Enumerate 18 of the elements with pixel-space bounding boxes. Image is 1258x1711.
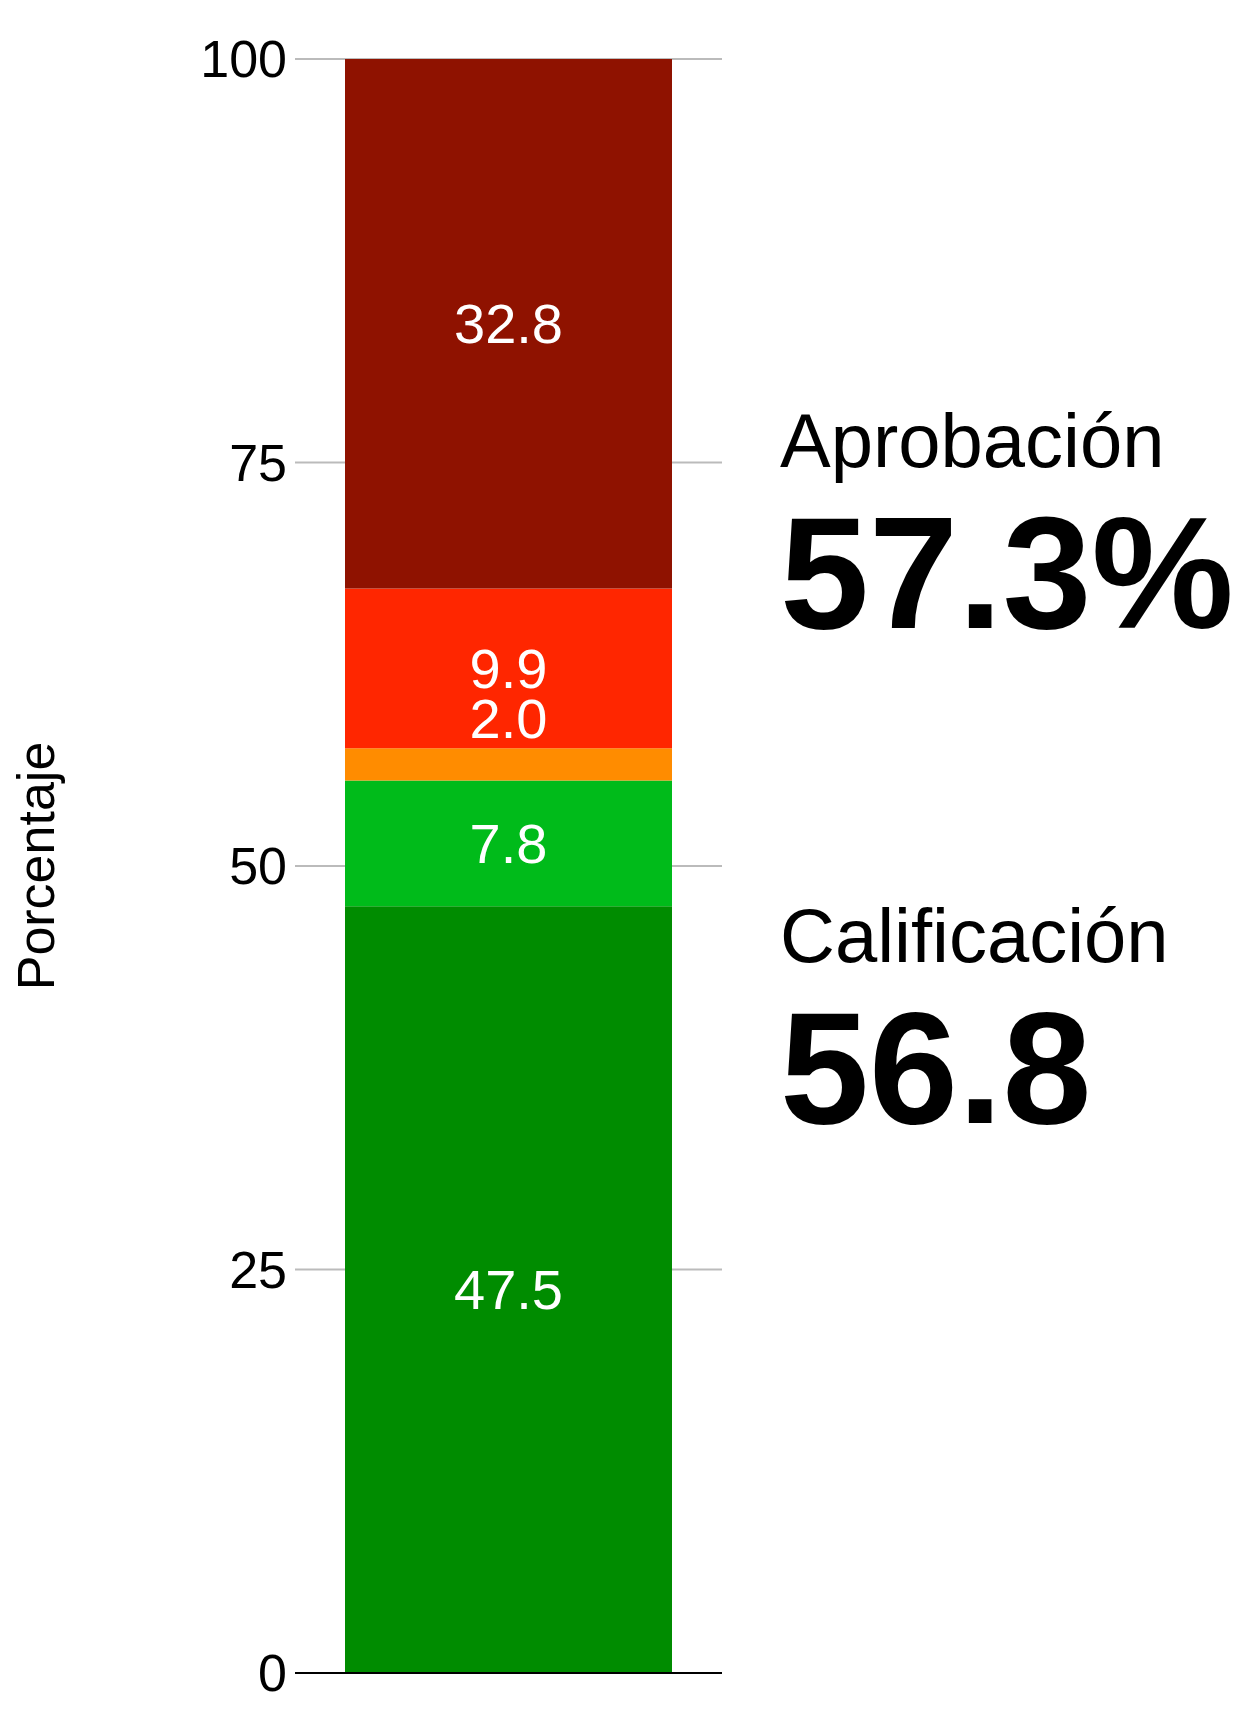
data-label: 32.8 xyxy=(454,292,563,356)
text: Aprobación xyxy=(780,398,1165,483)
text: 56.8 xyxy=(780,978,1092,1157)
bar xyxy=(345,59,672,589)
text: 57.3% xyxy=(780,483,1234,662)
bar xyxy=(345,748,672,781)
y-tick-label: 25 xyxy=(229,1240,287,1299)
y-axis-title: Porcentaje xyxy=(7,741,66,991)
bar xyxy=(345,906,672,1673)
y-tick-label: 0 xyxy=(258,1644,287,1703)
text: Calificación xyxy=(780,893,1169,978)
data-label: 7.8 xyxy=(469,811,548,875)
data-label: 47.5 xyxy=(454,1258,563,1322)
y-tick-label: 50 xyxy=(229,837,287,896)
bar xyxy=(345,780,672,907)
y-tick-label: 75 xyxy=(229,433,287,492)
y-tick-label: 100 xyxy=(200,30,287,89)
bar xyxy=(345,588,672,749)
